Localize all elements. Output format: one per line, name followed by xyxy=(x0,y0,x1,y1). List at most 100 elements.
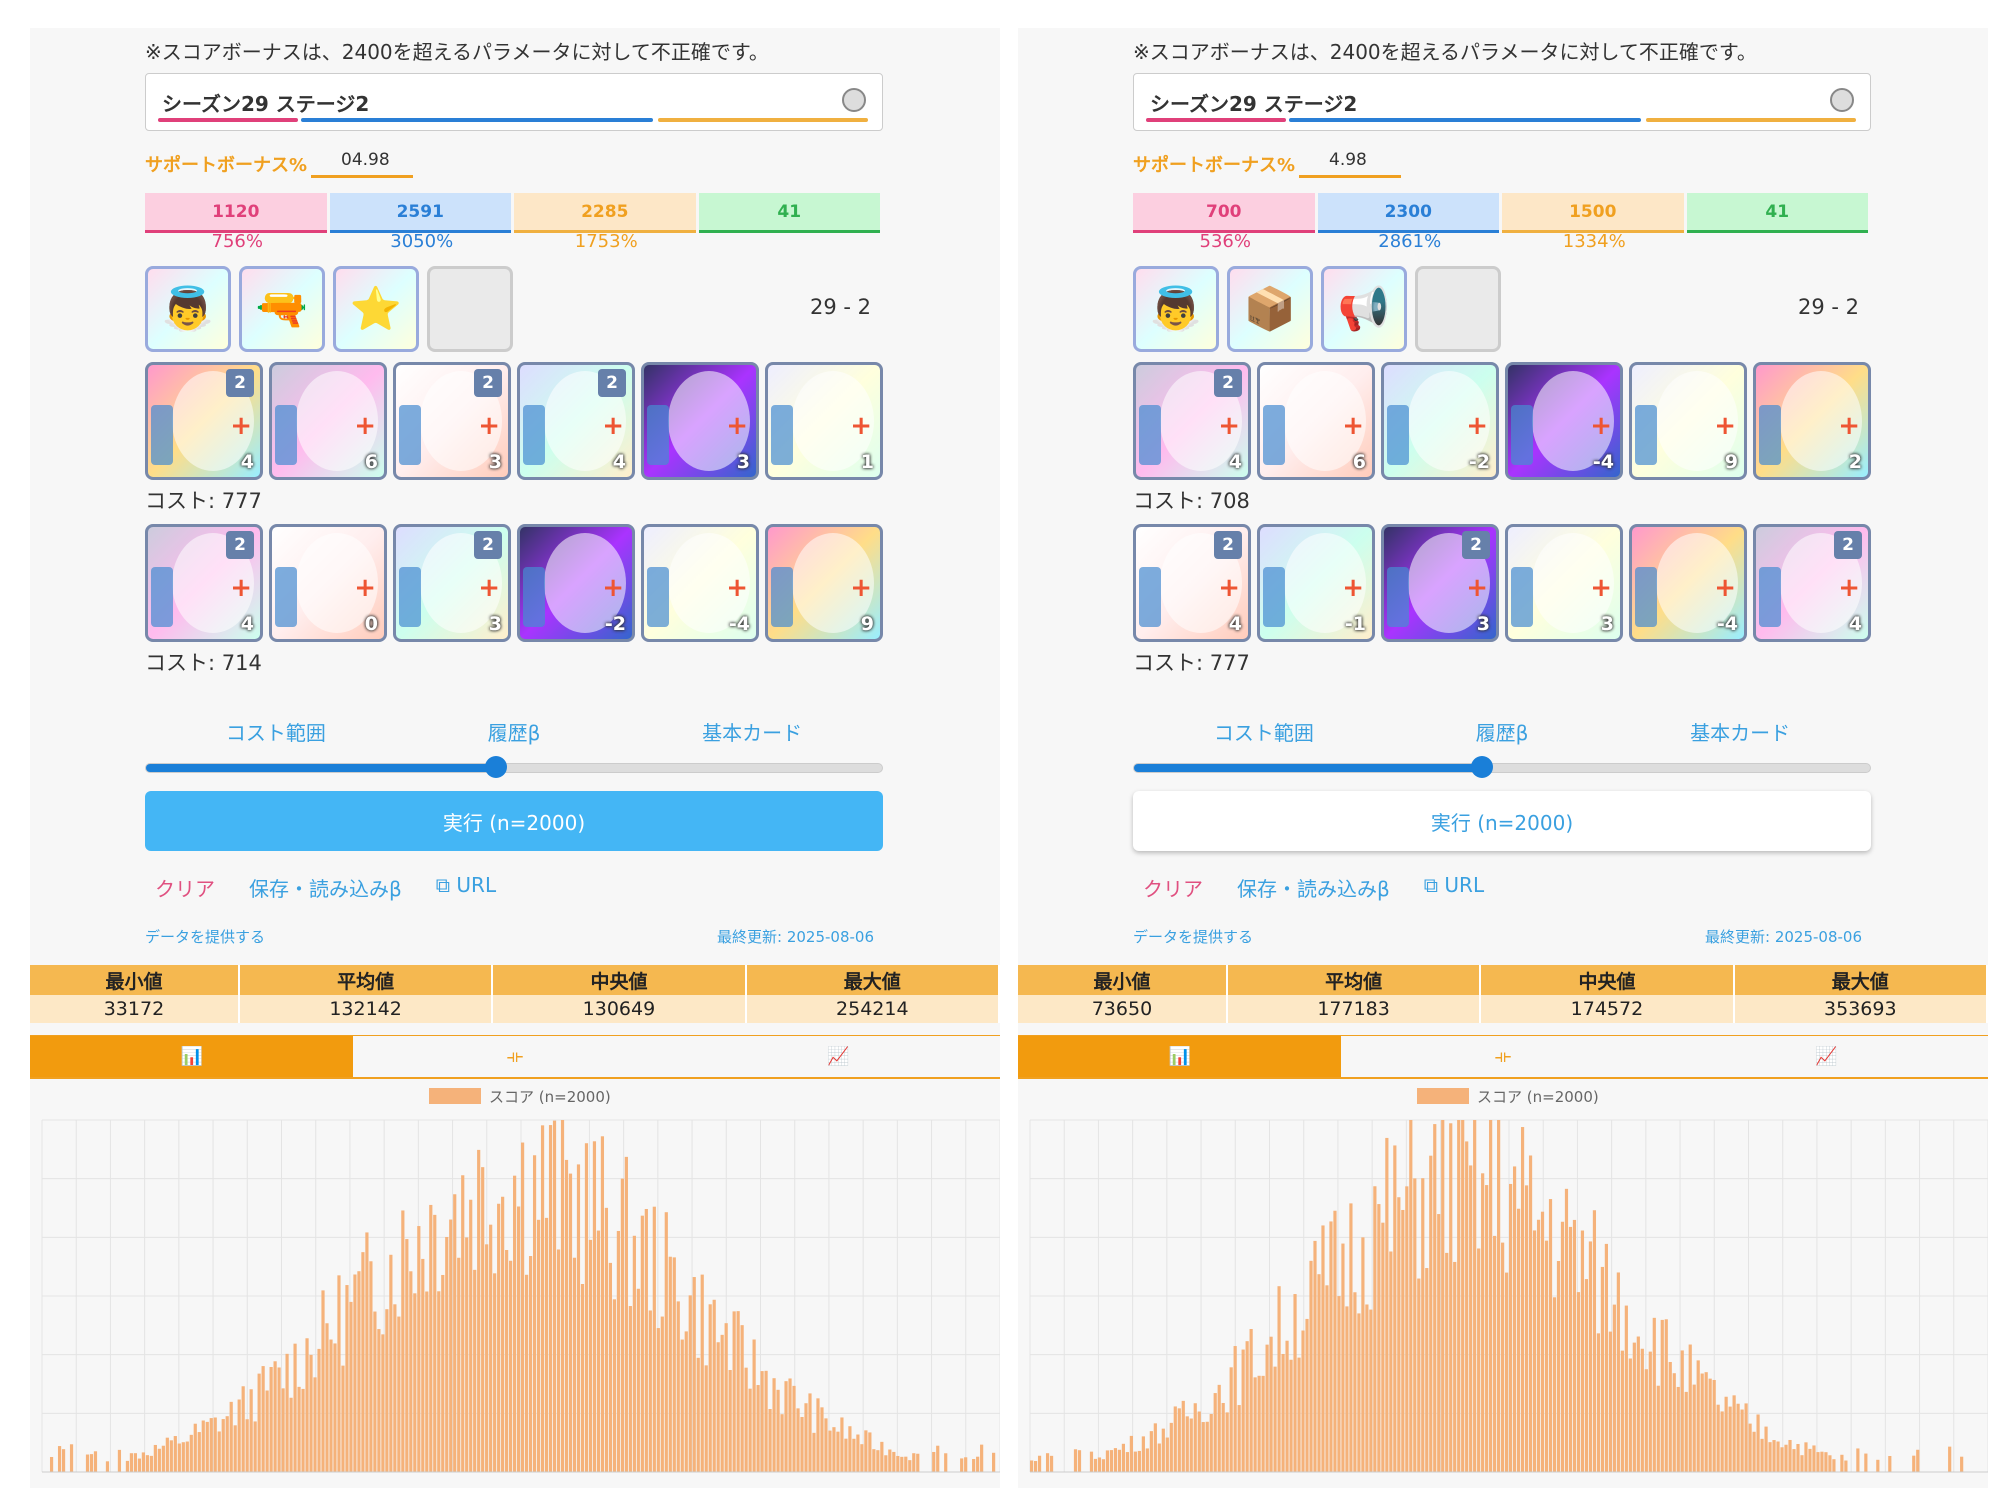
card-slot[interactable]: + -4 xyxy=(1505,362,1623,480)
url-copy-button[interactable]: ⧉ URL xyxy=(435,873,497,897)
card-slot[interactable]: +9 xyxy=(765,524,883,642)
url-copy-button[interactable]: ⧉ URL xyxy=(1423,873,1485,897)
tab-histogram[interactable]: 📊 xyxy=(1018,1036,1342,1077)
histogram-bar xyxy=(273,1361,277,1472)
card-slot[interactable]: +2 4 xyxy=(517,362,635,480)
option-link[interactable]: 基本カード xyxy=(702,721,803,745)
clear-button[interactable]: クリア xyxy=(155,877,215,901)
accessory-slot[interactable]: 👼 xyxy=(1133,266,1219,352)
stage-selector[interactable]: シーズン29 ステージ2 xyxy=(145,73,883,131)
option-link[interactable]: コスト範囲 xyxy=(1213,721,1314,745)
card-slot[interactable]: +2 4 xyxy=(1133,524,1251,642)
option-link[interactable]: コスト範囲 xyxy=(225,721,326,745)
param-value[interactable]: 700 xyxy=(1133,193,1315,233)
tab-area[interactable]: 📈 xyxy=(827,1046,850,1067)
card-slot[interactable]: +2 4 xyxy=(145,362,263,480)
save-load-button[interactable]: 保存・読み込みβ xyxy=(1237,877,1390,901)
card-slot[interactable]: +3 xyxy=(1505,524,1623,642)
histogram-bar xyxy=(932,1451,936,1472)
card-slot[interactable]: +1 xyxy=(765,362,883,480)
histogram-bar xyxy=(660,1316,664,1472)
histogram-bar xyxy=(1301,1330,1305,1472)
option-link[interactable]: 基本カード xyxy=(1690,721,1791,745)
support-bonus-input[interactable]: 04.98 xyxy=(311,146,413,178)
run-button[interactable]: 実行 (n=2000) xyxy=(145,791,883,851)
card-slot[interactable]: + -2 xyxy=(517,524,635,642)
histogram-bar xyxy=(1600,1266,1604,1472)
param-value[interactable]: 1500 xyxy=(1502,193,1684,233)
card-slot[interactable]: +2 4 xyxy=(145,524,263,642)
run-button[interactable]: 実行 (n=2000) xyxy=(1133,791,1871,851)
card-value: 4 xyxy=(612,451,626,473)
slider-thumb[interactable] xyxy=(485,756,507,778)
stage-param-bar xyxy=(301,118,653,122)
histogram-bar xyxy=(684,1331,688,1472)
tab-area[interactable]: 📈 xyxy=(1815,1046,1838,1067)
card-portrait xyxy=(668,371,750,471)
histogram-bar xyxy=(377,1329,381,1472)
stats-value: 254214 xyxy=(745,995,1000,1023)
histogram-bar xyxy=(572,1257,577,1472)
accessory-slot[interactable]: 📦 xyxy=(1227,266,1313,352)
param-value[interactable]: 2300 xyxy=(1317,193,1499,233)
tab-range[interactable]: ⟛ xyxy=(506,1046,524,1067)
card-slot[interactable]: +2 3 xyxy=(393,524,511,642)
provide-data-link[interactable]: データを提供する xyxy=(145,928,266,946)
card-slot[interactable]: +2 3 xyxy=(1381,524,1499,642)
stats-value-row: 33172 132142 130649 254214 xyxy=(30,995,1000,1023)
option-link[interactable]: 履歴β xyxy=(1475,721,1529,745)
accessory-slot[interactable] xyxy=(427,266,513,352)
range-slider[interactable] xyxy=(1133,756,1871,778)
card-slot[interactable]: +2 4 xyxy=(1753,524,1871,642)
accessory-slot[interactable] xyxy=(1415,266,1501,352)
card-slot[interactable]: + -4 xyxy=(641,524,759,642)
clear-button[interactable]: クリア xyxy=(1143,877,1203,901)
accessory-slot[interactable]: 👼 xyxy=(145,266,231,352)
param-value[interactable]: 41 xyxy=(698,193,880,233)
chart-tabs: 📊 ⟛ 📈 xyxy=(30,1035,1000,1079)
card-slot[interactable]: +6 xyxy=(1257,362,1375,480)
param-value[interactable]: 2285 xyxy=(514,193,696,233)
plus-icon: + xyxy=(478,573,500,603)
stage-selector[interactable]: シーズン29 ステージ2 xyxy=(1133,73,1871,131)
param-percent xyxy=(699,231,884,252)
accessory-slot[interactable]: 📢 xyxy=(1321,266,1407,352)
card-slot[interactable]: +6 xyxy=(269,362,387,480)
support-bonus-input[interactable]: 4.98 xyxy=(1299,146,1401,178)
settings-gear-icon[interactable] xyxy=(842,88,866,112)
histogram-bar xyxy=(49,1456,54,1472)
card-slot[interactable]: +0 xyxy=(269,524,387,642)
accessory-slot[interactable]: 🔫 xyxy=(239,266,325,352)
histogram-bar xyxy=(640,1215,644,1472)
histogram-bar xyxy=(560,1120,565,1472)
card-slot[interactable]: +3 xyxy=(641,362,759,480)
card-slot[interactable]: +2 3 xyxy=(393,362,511,480)
tab-range[interactable]: ⟛ xyxy=(1494,1046,1512,1067)
param-value[interactable]: 2591 xyxy=(329,193,511,233)
provide-data-link[interactable]: データを提供する xyxy=(1133,928,1254,946)
slider-thumb[interactable] xyxy=(1471,756,1493,778)
card-portrait xyxy=(1656,533,1738,633)
param-value[interactable]: 1120 xyxy=(145,193,327,233)
card-slot[interactable]: + -2 xyxy=(1381,362,1499,480)
save-load-button[interactable]: 保存・読み込みβ xyxy=(249,877,402,901)
histogram-bar xyxy=(153,1444,157,1472)
range-slider[interactable] xyxy=(145,756,883,778)
histogram-bar xyxy=(1708,1378,1712,1472)
settings-gear-icon[interactable] xyxy=(1830,88,1854,112)
histogram-bar xyxy=(1385,1137,1389,1472)
option-link[interactable]: 履歴β xyxy=(487,721,541,745)
card-slot[interactable]: +9 xyxy=(1629,362,1747,480)
param-value[interactable]: 41 xyxy=(1686,193,1868,233)
stage-param-bar xyxy=(1146,118,1286,122)
tab-histogram[interactable]: 📊 xyxy=(30,1036,354,1077)
card-slot[interactable]: + -1 xyxy=(1257,524,1375,642)
histogram-bar xyxy=(732,1311,736,1472)
histogram-bar xyxy=(289,1397,293,1472)
card-slot[interactable]: + -4 xyxy=(1629,524,1747,642)
accessory-slot[interactable]: ⭐ xyxy=(333,266,419,352)
card-slot[interactable]: +2 xyxy=(1753,362,1871,480)
histogram-bar xyxy=(213,1417,217,1472)
card-slot[interactable]: +2 4 xyxy=(1133,362,1251,480)
card-portrait xyxy=(668,533,750,633)
